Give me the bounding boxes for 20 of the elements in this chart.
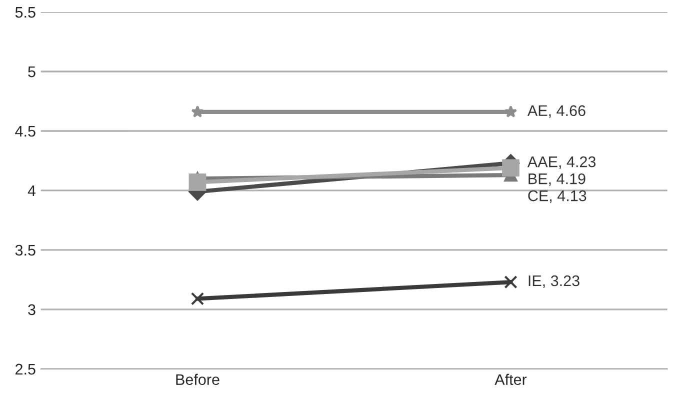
point (504, 275, 518, 289)
point (188, 173, 206, 191)
data-label: AE, 4.66 (527, 105, 586, 118)
data-label: AAE, 4.23 (527, 156, 596, 170)
data-label: CE, 4.13 (528, 190, 586, 204)
y-tick-label: 4.5 (15, 126, 36, 137)
x-tick-label: Before (176, 374, 220, 386)
point (504, 105, 518, 118)
data-label: BE, 4.19 (528, 173, 586, 186)
point (502, 159, 520, 177)
y-tick-label: 3.5 (15, 244, 36, 256)
y-tick-label: 2.5 (16, 364, 36, 375)
y-tick-label: 4 (28, 186, 36, 196)
point (190, 292, 204, 306)
y-tick-label: 5.5 (15, 7, 36, 18)
data-label: IE, 3.23 (528, 275, 580, 288)
y-tick-label: 3 (28, 304, 36, 316)
x-tick-label: After (494, 374, 527, 386)
y-tick-label: 5 (28, 66, 36, 78)
point (191, 105, 204, 118)
